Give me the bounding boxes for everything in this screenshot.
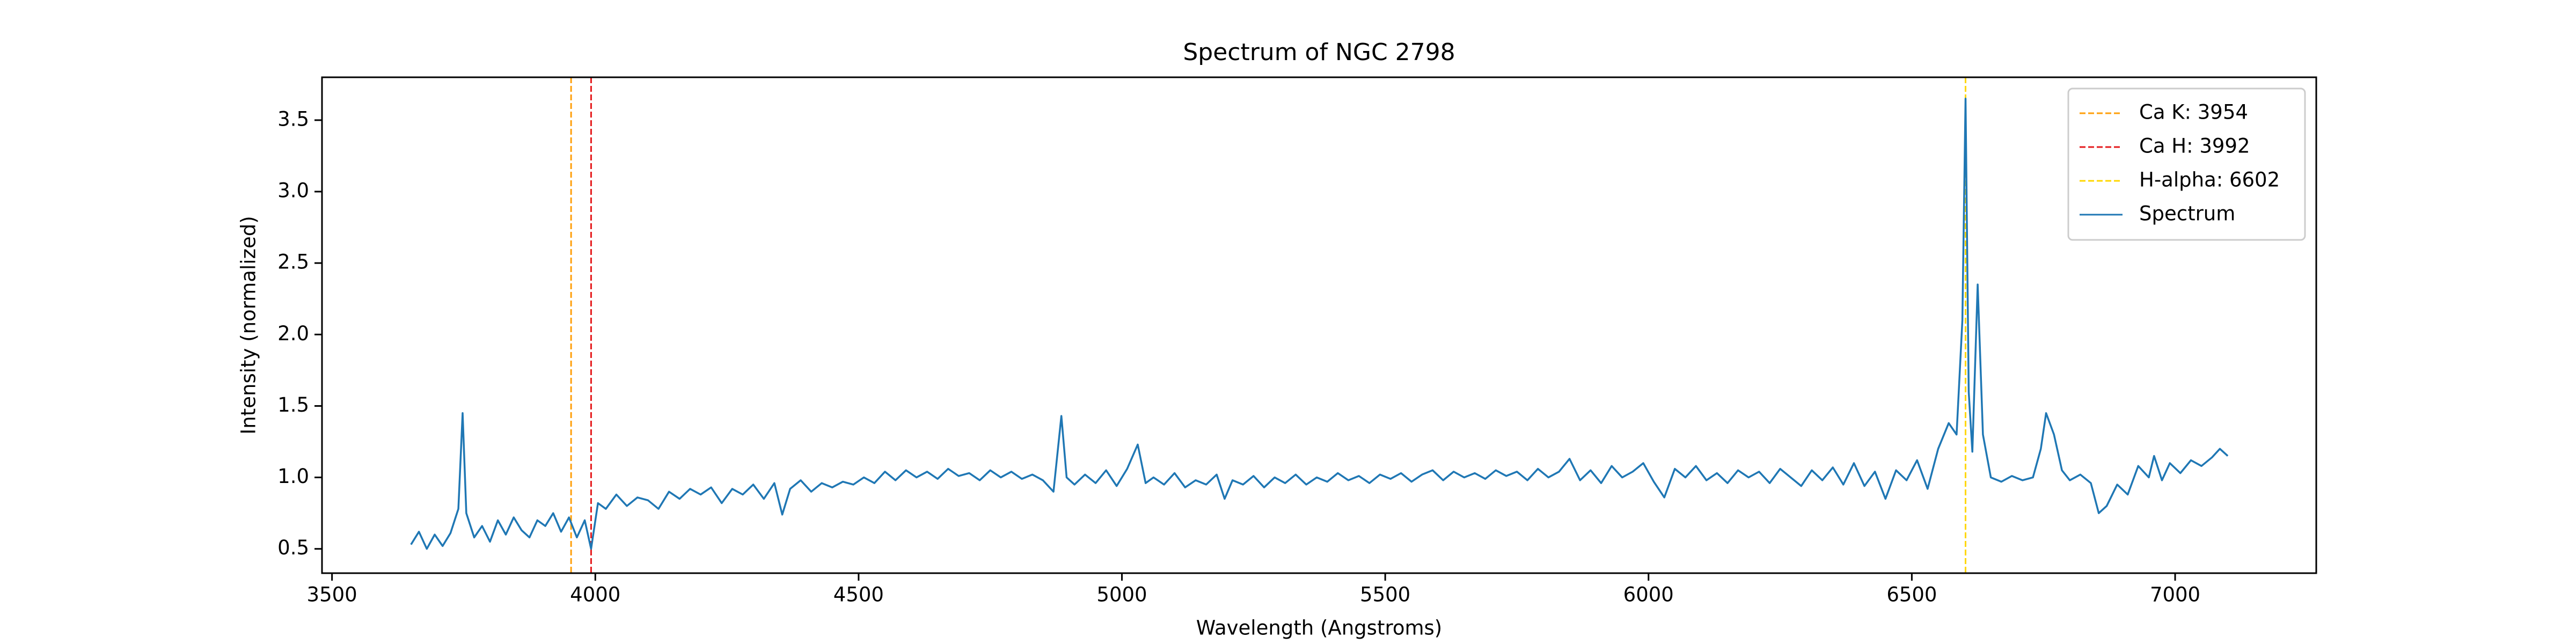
y-axis-label: Intensity (normalized) — [237, 216, 260, 434]
x-tick-label: 6500 — [1886, 583, 1937, 606]
legend-box — [2067, 87, 2306, 241]
x-tick-label: 7000 — [2150, 583, 2200, 606]
x-tick-label: 6000 — [1623, 583, 1674, 606]
x-tick-label: 4000 — [570, 583, 620, 606]
x-tick-label: 4500 — [833, 583, 884, 606]
chart-title: Spectrum of NGC 2798 — [1183, 39, 1455, 66]
y-tick-label: 0.5 — [277, 536, 309, 559]
x-axis-label: Wavelength (Angstroms) — [1196, 617, 1443, 640]
legend-label: H-alpha: 6602 — [2139, 169, 2280, 192]
y-tick-label: 1.0 — [277, 465, 309, 488]
x-tick-label: 5500 — [1360, 583, 1410, 606]
y-tick-label: 2.0 — [277, 322, 309, 345]
plot-frame — [321, 76, 2317, 574]
legend-label: Spectrum — [2139, 202, 2235, 225]
legend-label: Ca K: 3954 — [2139, 101, 2248, 124]
y-tick-label: 1.5 — [277, 393, 309, 416]
x-tick-label: 5000 — [1096, 583, 1147, 606]
legend-label: Ca H: 3992 — [2139, 135, 2250, 158]
spectrum-line — [410, 98, 2229, 550]
y-tick-label: 3.0 — [277, 179, 309, 202]
y-tick-label: 2.5 — [277, 251, 309, 274]
y-tick-label: 3.5 — [277, 107, 309, 130]
x-tick-label: 3500 — [307, 583, 357, 606]
